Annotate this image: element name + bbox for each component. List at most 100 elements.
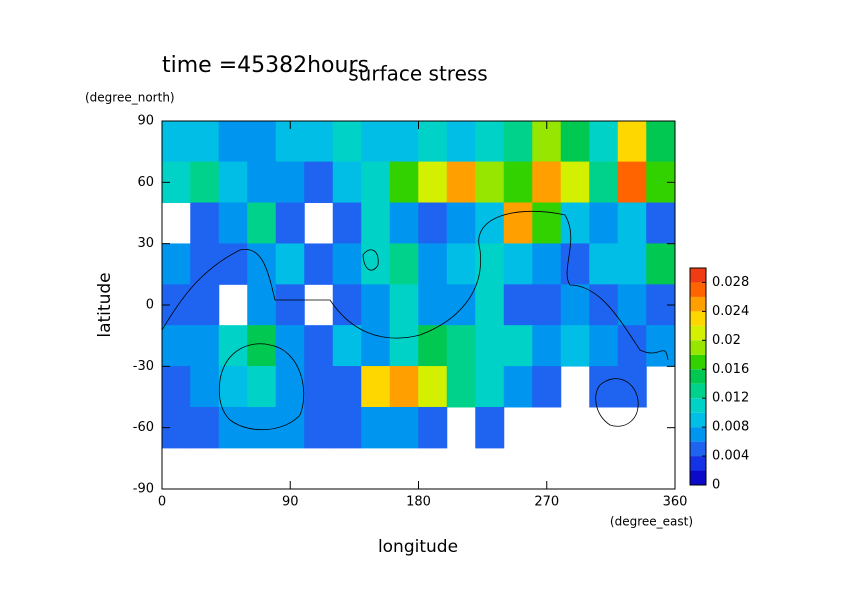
field-cell bbox=[247, 202, 277, 244]
field-cell bbox=[389, 202, 419, 244]
colorbar-tick-label: 0.016 bbox=[712, 362, 749, 377]
y-tick-label: -30 bbox=[133, 359, 154, 374]
field-cell bbox=[389, 366, 419, 408]
colorbar-band bbox=[690, 354, 706, 370]
colorbar-band bbox=[690, 456, 706, 471]
y-unit: (degree_north) bbox=[85, 91, 175, 105]
field-cell bbox=[560, 325, 590, 367]
x-tick-label: 360 bbox=[663, 495, 688, 510]
field-cell bbox=[475, 366, 505, 408]
field-cell bbox=[475, 406, 505, 449]
field-cell bbox=[275, 243, 305, 285]
field-cell bbox=[247, 406, 277, 449]
field-cell bbox=[646, 120, 676, 163]
colorbar-band bbox=[690, 398, 706, 413]
field-cell bbox=[218, 366, 248, 408]
coastline-path bbox=[595, 378, 639, 427]
field-cell bbox=[532, 243, 562, 285]
field-cell bbox=[475, 325, 505, 367]
field-cell bbox=[304, 325, 334, 367]
field-cell bbox=[361, 243, 391, 285]
field-cell bbox=[589, 202, 619, 244]
field-cell bbox=[304, 120, 334, 163]
field-cell bbox=[218, 243, 248, 285]
field-cell bbox=[361, 202, 391, 244]
field-cell bbox=[560, 284, 590, 326]
coastline bbox=[161, 210, 669, 431]
y-tick-label: -60 bbox=[133, 420, 154, 435]
field-cell bbox=[503, 161, 533, 204]
field-cell bbox=[446, 243, 476, 285]
colorbar-frame bbox=[689, 267, 707, 486]
field-cell bbox=[560, 243, 590, 285]
field-cell bbox=[446, 325, 476, 367]
field-cell bbox=[190, 202, 220, 244]
colorbar-tick-label: 0.028 bbox=[712, 275, 749, 290]
field-cell bbox=[361, 120, 391, 163]
field-cell bbox=[161, 325, 191, 367]
y-tick-label: 0 bbox=[146, 298, 154, 313]
field-cell bbox=[503, 120, 533, 163]
field-cell bbox=[446, 120, 476, 163]
field-cell bbox=[617, 202, 647, 244]
field-cell bbox=[617, 120, 647, 163]
field-cell bbox=[589, 325, 619, 367]
field-cell bbox=[275, 406, 305, 449]
field-cell bbox=[389, 161, 419, 204]
field-cell bbox=[304, 406, 334, 449]
field-cell bbox=[503, 202, 533, 244]
coastline-path bbox=[362, 249, 379, 271]
field-cell bbox=[446, 366, 476, 408]
field-cell bbox=[503, 243, 533, 285]
field-cell bbox=[446, 284, 476, 326]
field-cell bbox=[161, 243, 191, 285]
colorbar: 0 0.004 0.008 0.012 0.016 0.02 0.024 0.028 bbox=[689, 267, 749, 493]
coastline-path bbox=[218, 343, 304, 431]
field-cell bbox=[475, 161, 505, 204]
field-cell bbox=[646, 243, 676, 285]
field-cell bbox=[247, 120, 277, 163]
field-cell bbox=[503, 366, 533, 408]
field-cell bbox=[218, 161, 248, 204]
field-cell bbox=[646, 325, 676, 367]
field-cell bbox=[275, 161, 305, 204]
field-cell bbox=[589, 284, 619, 326]
field-cell bbox=[389, 120, 419, 163]
field-cell bbox=[161, 366, 191, 408]
colorbar-band bbox=[690, 441, 706, 457]
field-cell bbox=[560, 120, 590, 163]
field-cell bbox=[418, 120, 448, 163]
field-cell bbox=[418, 366, 448, 408]
field-cell bbox=[275, 325, 305, 367]
field-cell bbox=[532, 325, 562, 367]
field-cell bbox=[617, 243, 647, 285]
field-cell bbox=[332, 120, 362, 163]
field-cell bbox=[332, 284, 362, 326]
x-axis-label: longitude bbox=[378, 537, 458, 557]
field-cell bbox=[361, 406, 391, 449]
field bbox=[161, 120, 676, 449]
field-cell bbox=[275, 202, 305, 244]
colorbar-band bbox=[690, 369, 706, 384]
field-cell bbox=[475, 120, 505, 163]
colorbar-band bbox=[690, 383, 706, 399]
field-cell bbox=[503, 284, 533, 326]
field-cell bbox=[218, 406, 248, 449]
field-cell bbox=[247, 366, 277, 408]
x-tick-label: 270 bbox=[534, 495, 559, 510]
y-axis-label: latitude bbox=[95, 272, 115, 337]
field-cell bbox=[475, 284, 505, 326]
y-tick-label: 60 bbox=[137, 175, 154, 190]
field-cell bbox=[247, 243, 277, 285]
field-cell bbox=[361, 284, 391, 326]
field-cell bbox=[589, 243, 619, 285]
field-cell bbox=[560, 202, 590, 244]
field-cell bbox=[418, 406, 448, 449]
colorbar-band bbox=[690, 427, 706, 442]
field-cell bbox=[247, 284, 277, 326]
colorbar-band bbox=[690, 470, 706, 485]
colorbar-tick-label: 0.024 bbox=[712, 304, 749, 319]
colorbar-band bbox=[690, 268, 706, 283]
field-cell bbox=[190, 406, 220, 449]
field-cell bbox=[332, 366, 362, 408]
